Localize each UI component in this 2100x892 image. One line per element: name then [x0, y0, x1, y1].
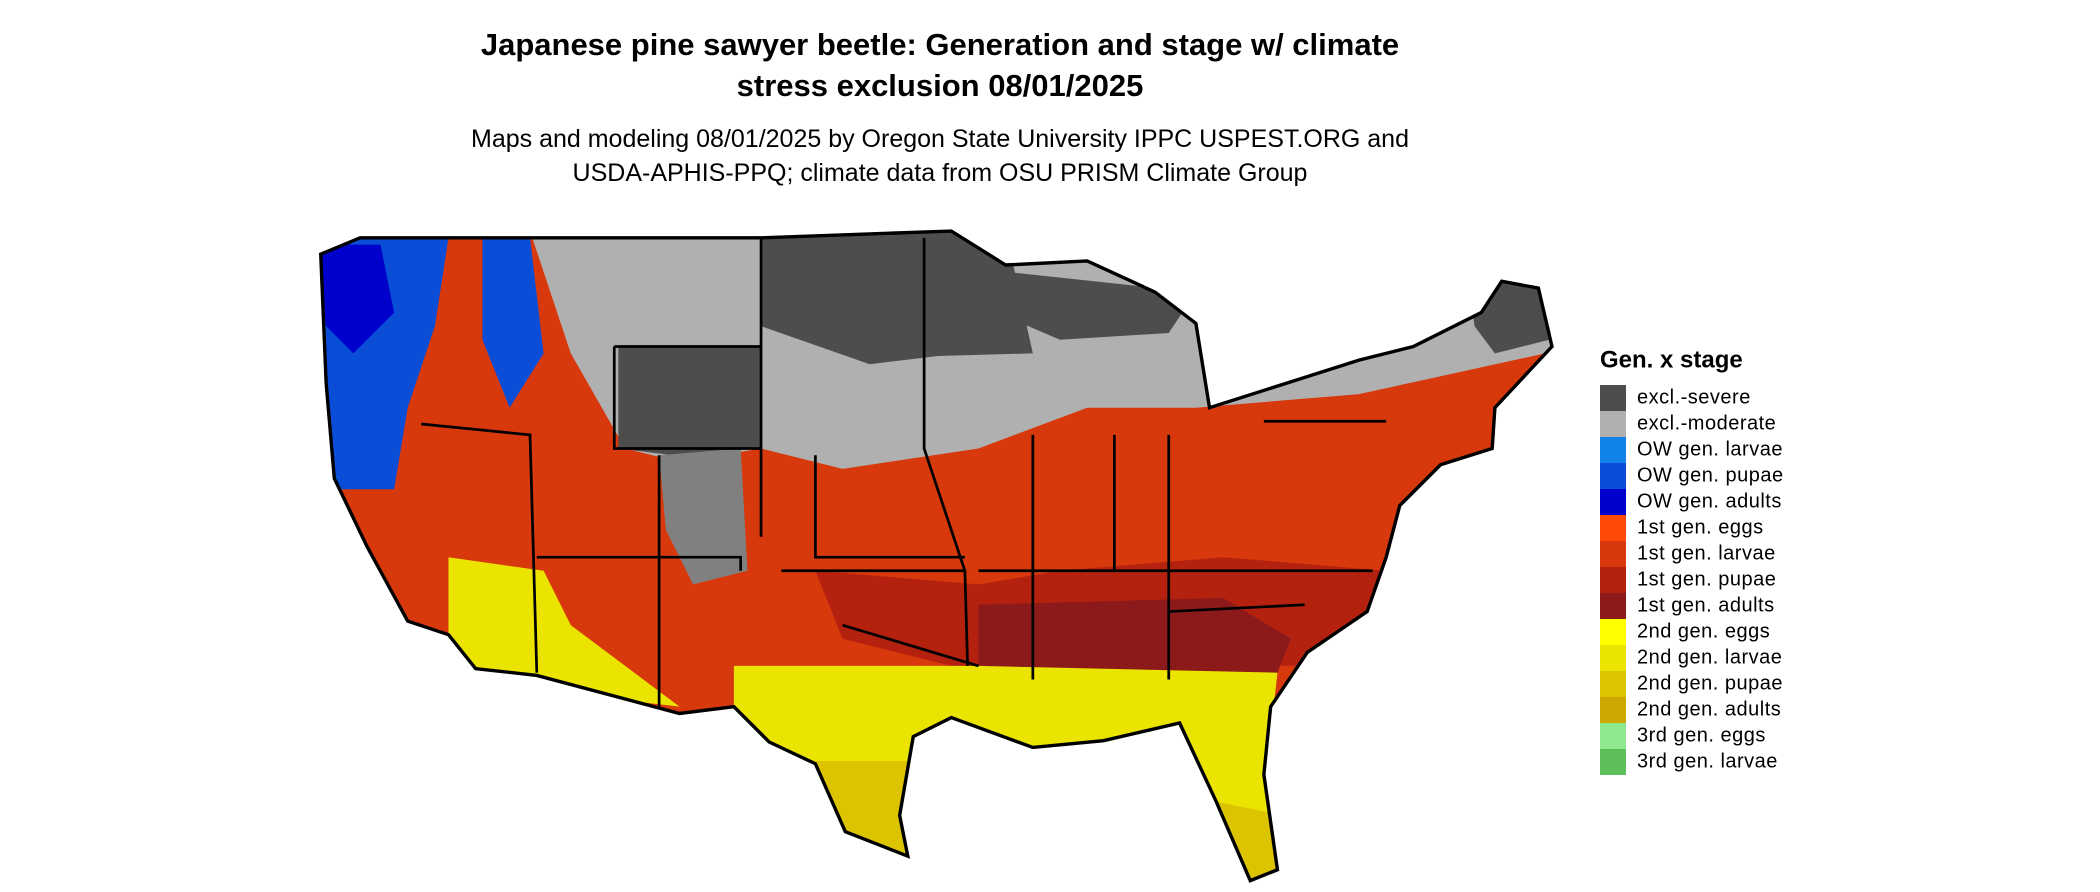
legend-label: OW gen. pupae — [1637, 464, 1784, 486]
legend-swatch — [1600, 437, 1626, 463]
region — [978, 597, 1292, 673]
legend-swatch — [1600, 385, 1626, 411]
map-subtitle: Maps and modeling 08/01/2025 by Oregon S… — [340, 122, 1540, 190]
title-line: Japanese pine sawyer beetle: Generation … — [480, 27, 1400, 62]
subtitle-line: Maps and modeling 08/01/2025 by Oregon S… — [471, 125, 1409, 153]
legend-swatch — [1600, 645, 1626, 671]
map-body — [319, 229, 1554, 883]
legend-swatch — [1600, 411, 1626, 437]
legend-label: 1st gen. adults — [1637, 594, 1775, 616]
legend-label: 1st gen. eggs — [1637, 516, 1764, 538]
legend-label: excl.-moderate — [1637, 412, 1776, 434]
region — [448, 557, 680, 707]
legend-label: OW gen. larvae — [1637, 438, 1783, 460]
region — [320, 244, 395, 354]
legend-swatch — [1600, 749, 1626, 775]
title-line: stress exclusion 08/01/2025 — [736, 68, 1144, 103]
legend-swatch — [1600, 463, 1626, 489]
region — [618, 346, 762, 456]
map-fill — [320, 231, 1552, 881]
region — [482, 237, 544, 408]
legend-swatch — [1600, 489, 1626, 515]
map-title: Japanese pine sawyer beetle: Generation … — [340, 24, 1540, 106]
legend-swatch — [1600, 619, 1626, 645]
legend-swatch — [1600, 541, 1626, 567]
legend-swatch — [1600, 671, 1626, 697]
legend-label: 3rd gen. eggs — [1637, 724, 1766, 746]
legend-label: excl.-severe — [1637, 386, 1751, 408]
region — [659, 448, 748, 585]
legend-label: 2nd gen. eggs — [1637, 620, 1770, 642]
legend-label: 3rd gen. larvae — [1637, 750, 1778, 772]
region — [733, 665, 1278, 881]
legend-swatch — [1600, 723, 1626, 749]
state-borders — [421, 237, 1387, 707]
legend-label: OW gen. adults — [1637, 490, 1782, 512]
subtitle-line: USDA-APHIS-PPQ; climate data from OSU PR… — [572, 159, 1308, 187]
region — [761, 231, 1033, 365]
region — [815, 761, 925, 881]
legend-label: 1st gen. larvae — [1637, 542, 1776, 564]
legend-swatch — [1600, 567, 1626, 593]
legend-label: 2nd gen. pupae — [1637, 672, 1783, 694]
legend-swatch — [1600, 697, 1626, 723]
legend-title: Gen. x stage — [1600, 346, 1743, 373]
legend-label: 2nd gen. adults — [1637, 698, 1781, 720]
legend-swatch — [1600, 593, 1626, 619]
legend-swatch — [1600, 515, 1626, 541]
legend-label: 2nd gen. larvae — [1637, 646, 1782, 668]
legend-label: 1st gen. pupae — [1637, 568, 1776, 590]
